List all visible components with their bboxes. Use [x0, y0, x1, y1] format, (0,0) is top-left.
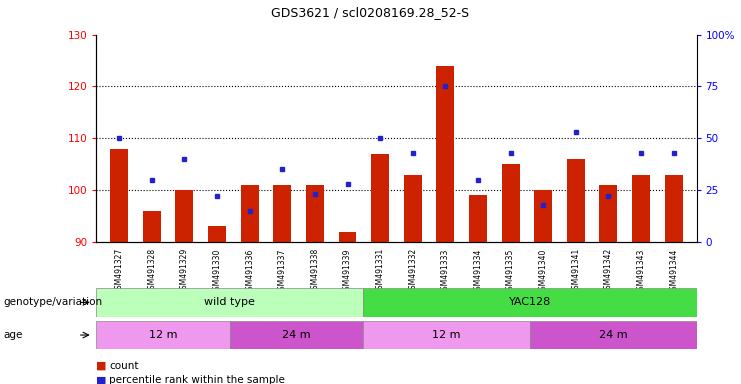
Bar: [208, 226, 226, 242]
Bar: [567, 159, 585, 242]
Bar: [273, 185, 291, 242]
Bar: [110, 149, 128, 242]
Bar: [96, 288, 363, 317]
Bar: [469, 195, 487, 242]
Bar: [665, 174, 682, 242]
Bar: [632, 174, 650, 242]
Text: genotype/variation: genotype/variation: [4, 297, 103, 308]
Bar: [363, 288, 697, 317]
Bar: [371, 154, 389, 242]
Text: percentile rank within the sample: percentile rank within the sample: [109, 375, 285, 384]
Bar: [230, 321, 363, 349]
Bar: [599, 185, 617, 242]
Bar: [404, 174, 422, 242]
Bar: [306, 185, 324, 242]
Text: 12 m: 12 m: [432, 330, 461, 340]
Bar: [176, 190, 193, 242]
Text: ■: ■: [96, 361, 107, 371]
Bar: [363, 321, 530, 349]
Bar: [339, 232, 356, 242]
Text: YAC128: YAC128: [508, 297, 551, 308]
Bar: [530, 321, 697, 349]
Text: 24 m: 24 m: [282, 330, 310, 340]
Text: wild type: wild type: [205, 297, 255, 308]
Bar: [502, 164, 519, 242]
Bar: [96, 321, 230, 349]
Text: age: age: [4, 330, 23, 340]
Bar: [241, 185, 259, 242]
Text: 12 m: 12 m: [149, 330, 177, 340]
Text: 24 m: 24 m: [599, 330, 628, 340]
Bar: [436, 66, 454, 242]
Bar: [143, 211, 161, 242]
Bar: [534, 190, 552, 242]
Text: GDS3621 / scl0208169.28_52-S: GDS3621 / scl0208169.28_52-S: [271, 6, 470, 19]
Text: ■: ■: [96, 375, 107, 384]
Text: count: count: [109, 361, 139, 371]
